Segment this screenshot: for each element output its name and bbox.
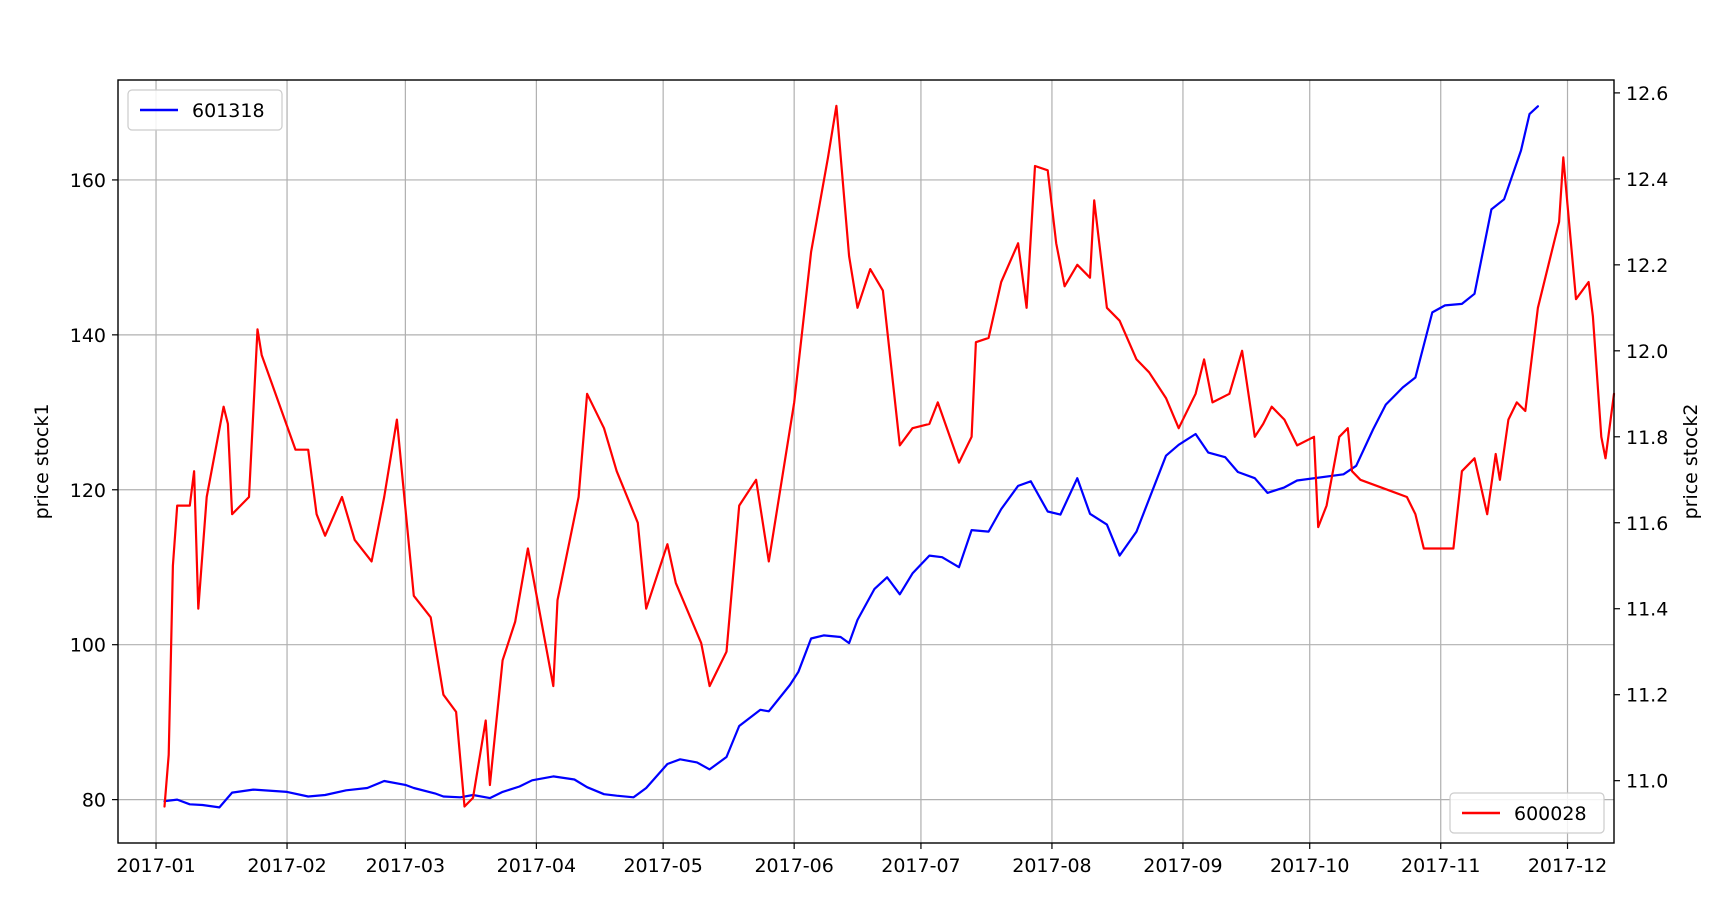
legend-label-601318: 601318	[192, 100, 265, 122]
y-right-tick-label: 12.4	[1626, 169, 1668, 191]
y-axis-left-label: price stock1	[31, 404, 53, 520]
y-left-tick-label: 120	[70, 480, 106, 502]
legend-label-600028: 600028	[1514, 803, 1587, 825]
x-tick-label: 2017-01	[116, 855, 195, 877]
x-tick-label: 2017-05	[623, 855, 702, 877]
y-right-tick-label: 12.2	[1626, 255, 1668, 277]
x-tick-label: 2017-11	[1401, 855, 1480, 877]
x-tick-label: 2017-10	[1270, 855, 1349, 877]
x-tick-label: 2017-06	[754, 855, 833, 877]
y-axis-right-label: price stock2	[1680, 404, 1702, 520]
y-left-tick-label: 80	[82, 790, 106, 812]
grid-layer	[118, 80, 1614, 843]
x-tick-label: 2017-02	[247, 855, 326, 877]
plot-frame	[117, 79, 1615, 844]
y-right-tick-label: 11.6	[1626, 513, 1668, 535]
y-right-tick-label: 11.8	[1626, 427, 1668, 449]
series-line-601318	[163, 105, 1540, 809]
y-right-tick-label: 11.0	[1626, 771, 1668, 793]
y-axis-left: 80 100 120 140 160	[70, 170, 118, 812]
x-tick-label: 2017-07	[881, 855, 960, 877]
x-tick-label: 2017-08	[1012, 855, 1091, 877]
y-left-tick-label: 100	[70, 635, 106, 657]
x-axis: 2017-01 2017-02 2017-03 2017-04 2017-05 2017-…	[116, 843, 1607, 877]
y-right-tick-label: 12.0	[1626, 341, 1668, 363]
y-left-tick-label: 160	[70, 170, 106, 192]
y-right-tick-label: 12.6	[1626, 83, 1668, 105]
series-line-600028	[163, 104, 1616, 808]
y-right-tick-label: 11.2	[1626, 685, 1668, 707]
legend-box	[127, 89, 283, 131]
y-axis-right: 11.0 11.2 11.4 11.6 11.8 12.0 12.2 12.4 12.6	[1614, 83, 1668, 793]
series-layer	[163, 104, 1616, 809]
legend-600028: 600028	[1449, 792, 1605, 834]
legend-601318: 601318	[127, 89, 283, 131]
x-tick-label: 2017-04	[497, 855, 576, 877]
x-tick-label: 2017-09	[1143, 855, 1222, 877]
x-tick-label: 2017-12	[1528, 855, 1607, 877]
y-left-tick-label: 140	[70, 325, 106, 347]
x-tick-label: 2017-03	[366, 855, 445, 877]
y-right-tick-label: 11.4	[1626, 599, 1668, 621]
legend-box	[1449, 792, 1605, 834]
